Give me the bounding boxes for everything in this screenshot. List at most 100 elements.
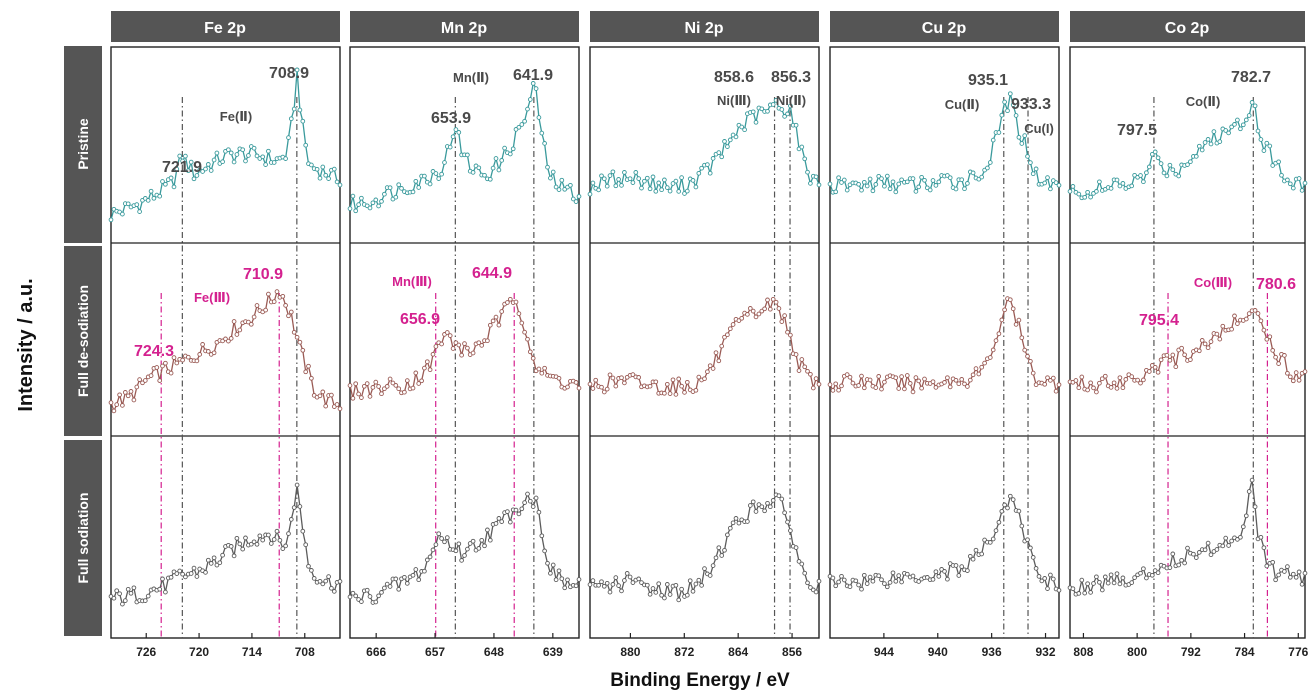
fe-sodiated-point bbox=[214, 562, 220, 568]
cu-sodiated-point bbox=[853, 578, 859, 584]
mn-desodiated-point bbox=[427, 367, 433, 373]
co-sodiated-point bbox=[1070, 586, 1076, 592]
ni-sodiated-point bbox=[707, 573, 713, 578]
cu-desodiated-point bbox=[982, 360, 987, 366]
ni-sodiated-point bbox=[710, 563, 716, 568]
cu-sodiated-series bbox=[827, 493, 1062, 593]
co-sodiated-point bbox=[1141, 566, 1146, 572]
co-desodiated-point bbox=[1182, 352, 1187, 358]
fe-pristine-point bbox=[240, 147, 246, 153]
mn-desodiated-point bbox=[370, 385, 376, 390]
fe-desodiated-point bbox=[163, 360, 168, 366]
cu-sodiated-point bbox=[967, 553, 973, 559]
ni-desodiated-point bbox=[747, 306, 753, 311]
ni-pristine-point bbox=[616, 177, 621, 182]
cu-pristine-point bbox=[985, 165, 990, 171]
co-sodiated-point bbox=[1276, 572, 1281, 578]
co-pristine-point bbox=[1141, 179, 1146, 185]
mn-pristine-series bbox=[347, 81, 582, 214]
cu-desodiated-point bbox=[962, 381, 967, 387]
mn-desodiated-point bbox=[499, 309, 505, 314]
fe-desodiated-point bbox=[111, 408, 117, 414]
cu-pristine-point bbox=[904, 179, 910, 185]
cu-desodiated-point bbox=[1025, 353, 1030, 359]
ni-sodiated-point bbox=[690, 588, 696, 594]
mn-sodiated-point bbox=[556, 568, 562, 574]
mn-sodiated-point bbox=[470, 538, 476, 544]
ni-desodiated-point bbox=[693, 387, 699, 393]
ni-pristine-point bbox=[684, 188, 690, 194]
mn-pristine-point bbox=[499, 158, 505, 163]
cu-sodiated-point bbox=[847, 584, 853, 590]
ni-sodiated-point bbox=[684, 592, 690, 598]
cu-desodiated-point bbox=[996, 331, 1002, 337]
mn-sodiated-point bbox=[465, 546, 470, 552]
fe-pristine-point bbox=[260, 154, 266, 160]
fe-pristine-point bbox=[228, 150, 234, 156]
co-sodiated-point bbox=[1270, 559, 1276, 565]
cu-pristine-point bbox=[1028, 160, 1033, 165]
ni-desodiated-point bbox=[676, 376, 682, 382]
cu-sodiated-point bbox=[890, 570, 896, 576]
fe-pristine-point bbox=[125, 201, 131, 207]
co-desodiated-point bbox=[1179, 345, 1184, 351]
fe-sodiated-point bbox=[237, 541, 243, 547]
fe-pristine-point bbox=[134, 202, 140, 207]
ni-desodiated-point bbox=[776, 306, 782, 311]
mn-sodiated-point bbox=[562, 585, 568, 591]
ni-pristine-point bbox=[716, 150, 722, 155]
co-sodiated-point bbox=[1287, 574, 1293, 580]
mn-sodiated-series bbox=[347, 491, 582, 605]
cu-pristine-point bbox=[873, 182, 879, 187]
ni-sodiated-point bbox=[736, 520, 742, 526]
co-desodiated-point bbox=[1220, 323, 1226, 329]
ni-sodiated-point bbox=[730, 520, 736, 526]
ni-sodiated-point bbox=[785, 519, 790, 525]
co-sodiated-point bbox=[1252, 504, 1258, 510]
co-desodiated-point bbox=[1196, 348, 1202, 354]
co-desodiated-point bbox=[1235, 321, 1240, 326]
mn-sodiated-point bbox=[422, 568, 427, 574]
ni-pristine-point bbox=[601, 176, 607, 182]
fe-desodiated-point bbox=[174, 360, 180, 366]
fe-sodiated-point bbox=[117, 591, 122, 597]
mn-pristine-point bbox=[410, 189, 416, 195]
mn-x-tick-label: 639 bbox=[543, 645, 563, 659]
co-sodiated-point bbox=[1214, 547, 1220, 552]
ni-pristine-point bbox=[619, 183, 624, 188]
ni-desodiated-point bbox=[647, 383, 653, 389]
ni-desodiated-point bbox=[779, 319, 785, 324]
fe-desodiated-point bbox=[303, 369, 309, 375]
fe-pristine-point bbox=[214, 150, 220, 156]
fe-sodiated-point bbox=[311, 576, 317, 581]
mn-sodiated-point bbox=[519, 506, 525, 512]
co-sodiated-point bbox=[1193, 555, 1199, 560]
cu-desodiated-point bbox=[1042, 381, 1048, 387]
co-desodiated-peak-2: 780.6 bbox=[1256, 276, 1296, 293]
ni-pristine-point bbox=[636, 176, 642, 181]
fe-sodiated-point bbox=[120, 601, 125, 607]
mn-desodiated-state: Mn(Ⅲ) bbox=[392, 274, 432, 289]
mn-desodiated-point bbox=[422, 365, 427, 371]
co-pristine-point bbox=[1120, 181, 1126, 186]
fe-desodiated-point bbox=[309, 375, 314, 381]
cu-pristine-point bbox=[859, 187, 864, 193]
fe-sodiated-point bbox=[248, 541, 254, 547]
mn-pristine-point bbox=[359, 195, 364, 201]
cu-pristine-point bbox=[890, 179, 896, 185]
ni-sodiated-point bbox=[799, 561, 805, 567]
cu-desodiated-line bbox=[829, 297, 1060, 395]
co-sodiated-point bbox=[1182, 560, 1187, 566]
ni-desodiated-point bbox=[696, 374, 702, 380]
fe-desodiated-point bbox=[334, 402, 340, 407]
ni-desodiated-point bbox=[799, 357, 805, 362]
mn-desodiated-point bbox=[576, 385, 582, 391]
mn-desodiated-point bbox=[536, 366, 542, 372]
cu-state-2: Cu(I) bbox=[1024, 121, 1054, 136]
fe-desodiated-point bbox=[125, 393, 131, 399]
cu-sodiated-point bbox=[884, 584, 890, 590]
cu-desodiated-point bbox=[1030, 370, 1036, 376]
ni-sodiated-point bbox=[653, 590, 659, 595]
co-pristine-point bbox=[1167, 162, 1173, 168]
cu-desodiated-point bbox=[847, 374, 853, 380]
